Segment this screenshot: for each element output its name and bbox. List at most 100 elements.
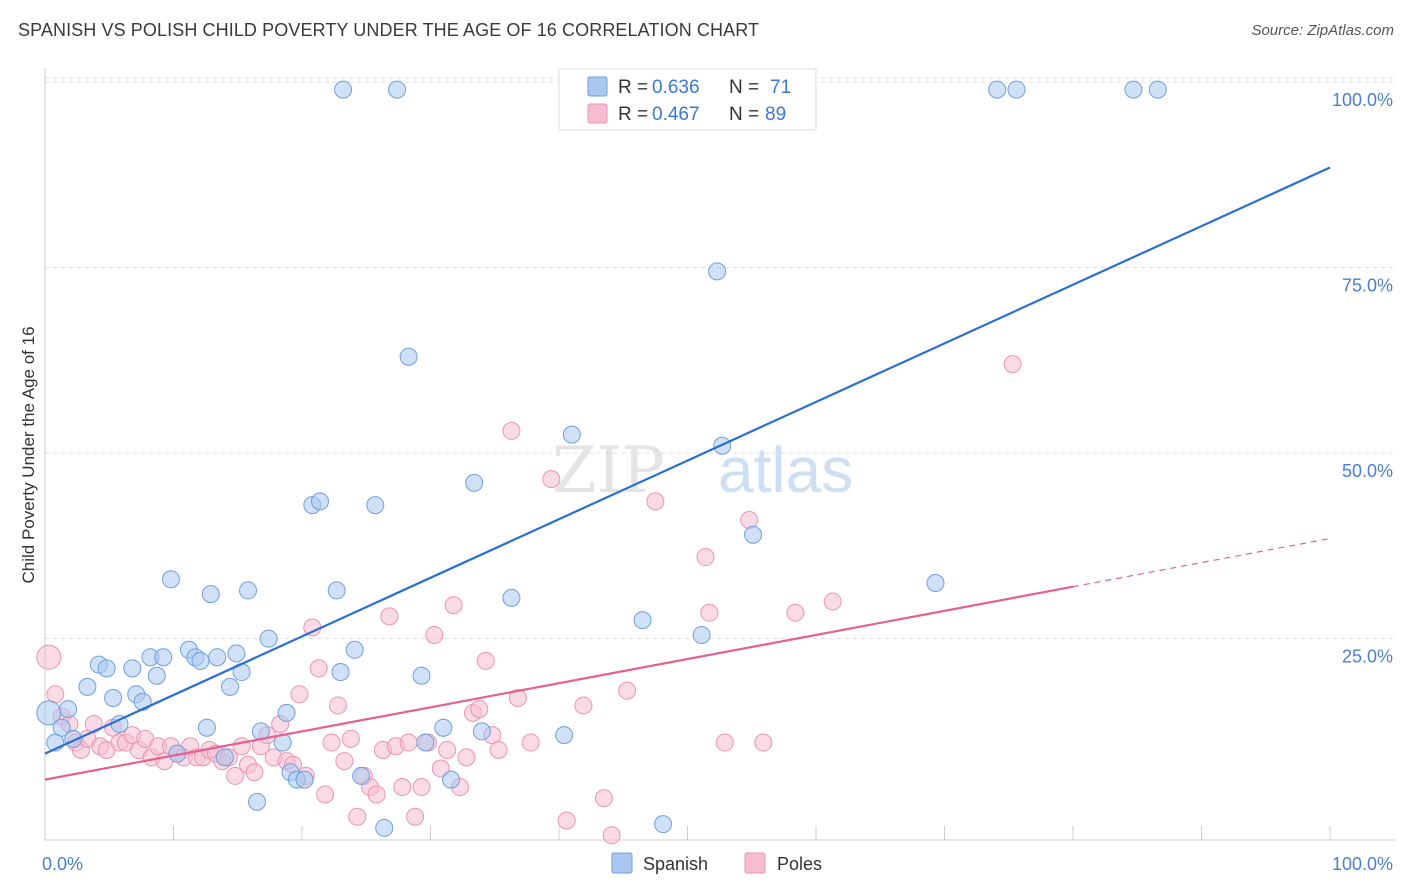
poles-point [425,625,444,644]
legend-swatch-poles [587,103,608,124]
spanish-point [502,588,521,607]
gridlines [45,77,1395,639]
poles-point [46,685,65,704]
poles-point [412,778,431,797]
poles-series [36,355,1022,845]
spanish-point [692,625,711,644]
spanish-point [375,818,394,837]
spanish-point [988,80,1007,99]
poles-point [740,510,759,529]
poles-point [444,596,463,615]
spanish-point [366,496,385,515]
bottom-legend-spanish: Spanish [643,854,708,874]
legend-poles-r-value: 0.467 [652,104,700,125]
poles-point [84,714,103,733]
spanish-point [215,748,234,767]
source-label: Source: ZipAtlas.com [1251,22,1394,39]
y-tick-label: 75.0% [1342,276,1393,296]
watermark-atlas: atlas [718,434,853,506]
poles-point [502,421,521,440]
bottom-legend-swatch-poles [744,852,766,874]
spanish-point [221,677,240,696]
poles-point [438,740,457,759]
x-tick-label-max: 100.0% [1332,854,1393,874]
spanish-point [133,692,152,711]
spanish-point [352,766,371,785]
spanish-point [388,80,407,99]
poles-point [226,766,245,785]
poles-point [341,729,360,748]
poles-point [1003,355,1022,374]
poles-point [476,651,495,670]
poles-point [696,548,715,567]
spanish-point [654,815,673,834]
spanish-point [327,581,346,600]
poles-point [399,733,418,752]
poles-point [594,789,613,808]
spanish-point [147,666,166,685]
legend-poles-r-label: R = [618,104,648,125]
poles-point [457,748,476,767]
spanish-point [562,425,581,444]
spanish-point [310,492,329,511]
spanish-point [295,770,314,789]
spanish-point [161,570,180,589]
chart-title: SPANISH VS POLISH CHILD POVERTY UNDER TH… [18,20,760,40]
poles-point [646,492,665,511]
legend-spanish-r-value: 0.636 [652,77,700,98]
poles-point [431,759,450,778]
poles-point [700,603,719,622]
poles-trendline [44,585,1074,781]
spanish-point [123,659,142,678]
poles-point [754,733,773,752]
poles-point [574,696,593,715]
spanish-point [154,648,173,667]
spanish-point [191,651,210,670]
poles-point [316,785,335,804]
correlation-legend: R = 0.636 N = 71 R = 0.467 N = 89 [558,68,817,131]
y-tick-label: 50.0% [1342,461,1393,481]
poles-point [715,733,734,752]
tick-labels: 25.0% 50.0% 75.0% 100.0% 0.0% 100.0% [42,90,1393,874]
legend-poles-n-value: 89 [765,104,786,125]
poles-point [602,826,621,845]
spanish-series [36,80,1167,837]
poles-point [348,807,367,826]
poles-point [322,733,341,752]
poles-point [406,807,425,826]
spanish-point [334,80,353,99]
spanish-point [472,722,491,741]
poles-point [328,696,347,715]
poles-point [309,659,328,678]
spanish-point [434,718,453,737]
spanish-point [197,718,216,737]
poles-point [367,785,386,804]
bottom-legend-swatch-spanish [611,852,633,874]
poles-point [393,778,412,797]
spanish-point [1007,80,1026,99]
bottom-legend-poles: Poles [777,854,822,874]
spanish-point [201,585,220,604]
y-tick-label: 100.0% [1332,90,1393,110]
poles-point [36,644,62,670]
poles-point [470,700,489,719]
legend-spanish-n-label: N = [729,77,759,98]
spanish-point [277,703,296,722]
spanish-point [331,663,350,682]
spanish-point [345,640,364,659]
spanish-point [104,689,123,708]
x-tick-label-min: 0.0% [42,854,83,874]
spanish-point [442,770,461,789]
poles-point [542,470,561,489]
poles-point [380,607,399,626]
spanish-point [78,677,97,696]
spanish-point [239,581,258,600]
spanish-trendline [44,166,1331,755]
spanish-point [744,525,763,544]
spanish-point [416,733,435,752]
spanish-point [259,629,278,648]
y-tick-label: 25.0% [1342,647,1393,667]
spanish-point [227,644,246,663]
poles-point [290,685,309,704]
